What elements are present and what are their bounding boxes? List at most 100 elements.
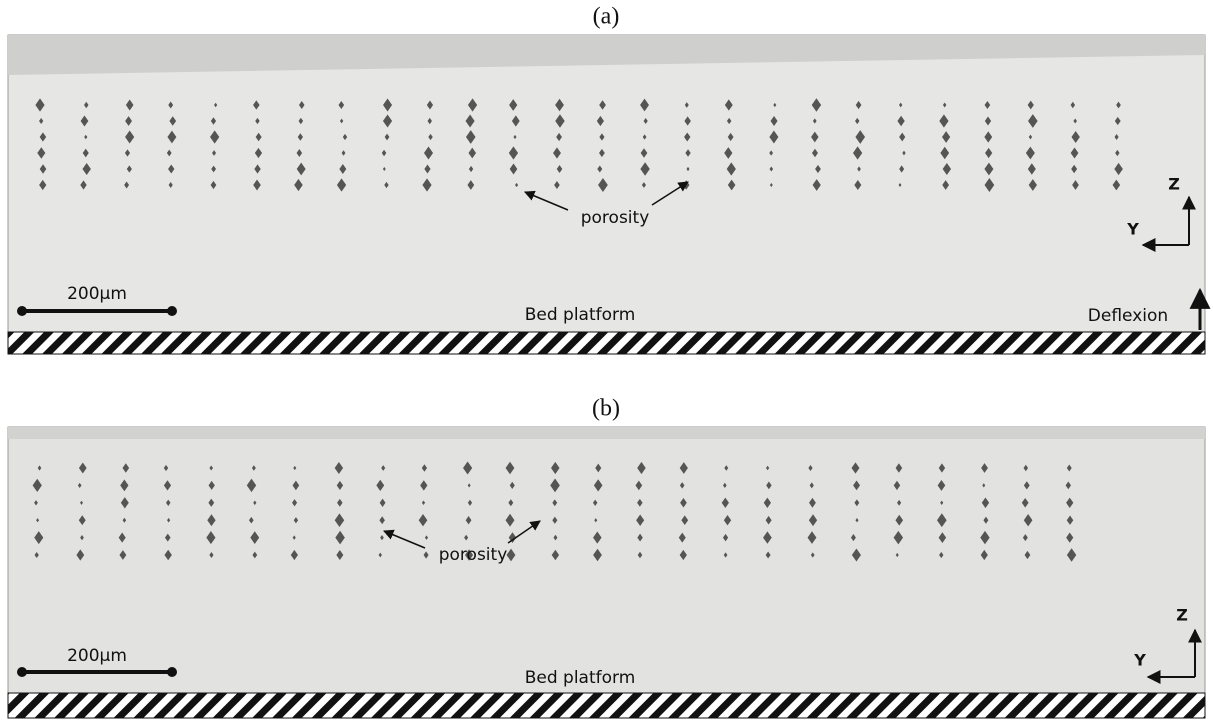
pore	[1023, 513, 1033, 527]
pore	[253, 500, 257, 506]
pore	[984, 162, 994, 176]
pore	[855, 518, 859, 523]
pore	[84, 134, 88, 140]
pore	[686, 166, 690, 172]
pores	[32, 461, 1077, 562]
pore	[1066, 532, 1074, 543]
pore	[384, 181, 389, 189]
pore	[167, 517, 171, 523]
pore	[376, 479, 385, 492]
pore	[811, 98, 822, 112]
pore	[166, 149, 172, 157]
pore	[168, 164, 175, 174]
pore	[509, 481, 515, 489]
pore	[342, 133, 348, 141]
pore	[463, 461, 473, 475]
pore	[810, 552, 815, 558]
pore	[984, 100, 991, 110]
pore	[167, 130, 177, 144]
pore	[769, 182, 773, 188]
top-layer	[8, 35, 1205, 75]
pore	[208, 480, 215, 490]
pore	[1115, 149, 1120, 157]
pore	[593, 548, 602, 562]
pore	[508, 532, 517, 543]
pore	[1112, 179, 1121, 191]
pore	[938, 463, 946, 473]
pore	[34, 500, 38, 506]
pore	[164, 549, 172, 561]
pore	[853, 480, 860, 491]
pore	[809, 482, 814, 489]
pore	[893, 530, 904, 545]
pore	[599, 133, 605, 141]
pore	[808, 464, 813, 472]
pore	[1065, 481, 1071, 490]
pore	[292, 480, 300, 491]
pore	[553, 147, 561, 159]
pore	[515, 182, 519, 188]
pore	[684, 116, 691, 126]
pore	[383, 98, 393, 112]
pore	[1027, 163, 1036, 175]
pore	[426, 100, 434, 110]
pore	[32, 478, 42, 493]
pore	[381, 465, 386, 471]
pore	[467, 98, 478, 112]
pore	[506, 548, 516, 562]
pore	[893, 480, 901, 491]
arrow	[524, 190, 569, 211]
pore	[422, 178, 432, 192]
pore	[382, 114, 393, 128]
pore	[120, 497, 129, 509]
pore	[336, 178, 347, 192]
pore	[80, 115, 89, 127]
pore	[120, 479, 129, 492]
pore	[210, 180, 217, 190]
pore	[599, 148, 605, 158]
pore	[423, 551, 429, 559]
pore	[509, 163, 518, 175]
pore	[552, 516, 558, 524]
pore	[124, 149, 131, 157]
pore	[1027, 100, 1034, 110]
pore	[940, 500, 944, 506]
pore	[981, 497, 990, 509]
pore	[39, 132, 47, 142]
pore	[942, 102, 947, 108]
pore	[596, 115, 604, 127]
pore	[766, 465, 770, 471]
scale-bar-label: 200µm	[67, 284, 127, 304]
pore	[163, 464, 169, 472]
pore	[1023, 481, 1030, 490]
pore	[423, 146, 434, 160]
pore	[855, 100, 862, 110]
pore	[641, 182, 646, 188]
micrograph	[7, 426, 1206, 694]
pore	[246, 478, 257, 493]
axis-y: Y	[1133, 651, 1146, 670]
pore	[637, 551, 643, 559]
pore	[556, 165, 563, 173]
pore	[636, 514, 645, 526]
pore	[726, 162, 736, 176]
pore	[684, 102, 689, 108]
pore	[981, 463, 988, 473]
pore	[769, 166, 774, 172]
pore	[1028, 114, 1038, 128]
pore	[254, 147, 263, 159]
scale-bar-end	[17, 667, 27, 677]
pore	[1114, 134, 1119, 140]
pore	[811, 131, 819, 143]
pore	[593, 531, 602, 544]
pore	[255, 117, 260, 125]
pore	[335, 530, 345, 545]
pore	[424, 164, 431, 174]
pore	[1025, 146, 1035, 160]
pore	[635, 480, 643, 491]
pore	[294, 178, 303, 192]
pore	[773, 102, 777, 108]
pore	[163, 480, 172, 491]
scale-bar-end	[17, 306, 27, 316]
pore	[336, 480, 344, 490]
